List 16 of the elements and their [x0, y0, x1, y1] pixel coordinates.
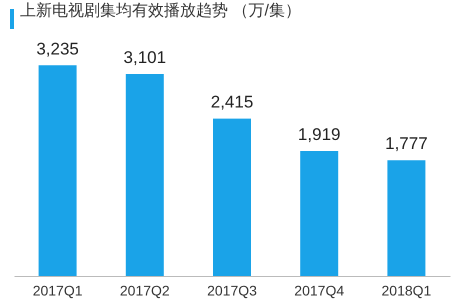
data-label: 3,101 [124, 48, 166, 67]
chart-title: 上新电视剧集均有效播放趋势 （万/集） [20, 1, 301, 20]
bar [126, 74, 164, 276]
x-tick-label: 2017Q2 [120, 282, 170, 298]
data-label: 1,777 [385, 134, 428, 154]
x-tick-label: 2018Q1 [381, 282, 432, 298]
x-tick-label: 2017Q1 [32, 282, 83, 298]
x-tick-label: 2017Q4 [294, 282, 344, 298]
data-label: 3,235 [36, 39, 79, 58]
bar [213, 118, 251, 276]
bar [387, 160, 426, 276]
x-tick-label: 2017Q3 [207, 282, 258, 298]
bar [300, 150, 338, 276]
bar [38, 65, 77, 276]
data-label: 2,415 [210, 92, 254, 112]
data-label: 1,919 [298, 124, 340, 144]
